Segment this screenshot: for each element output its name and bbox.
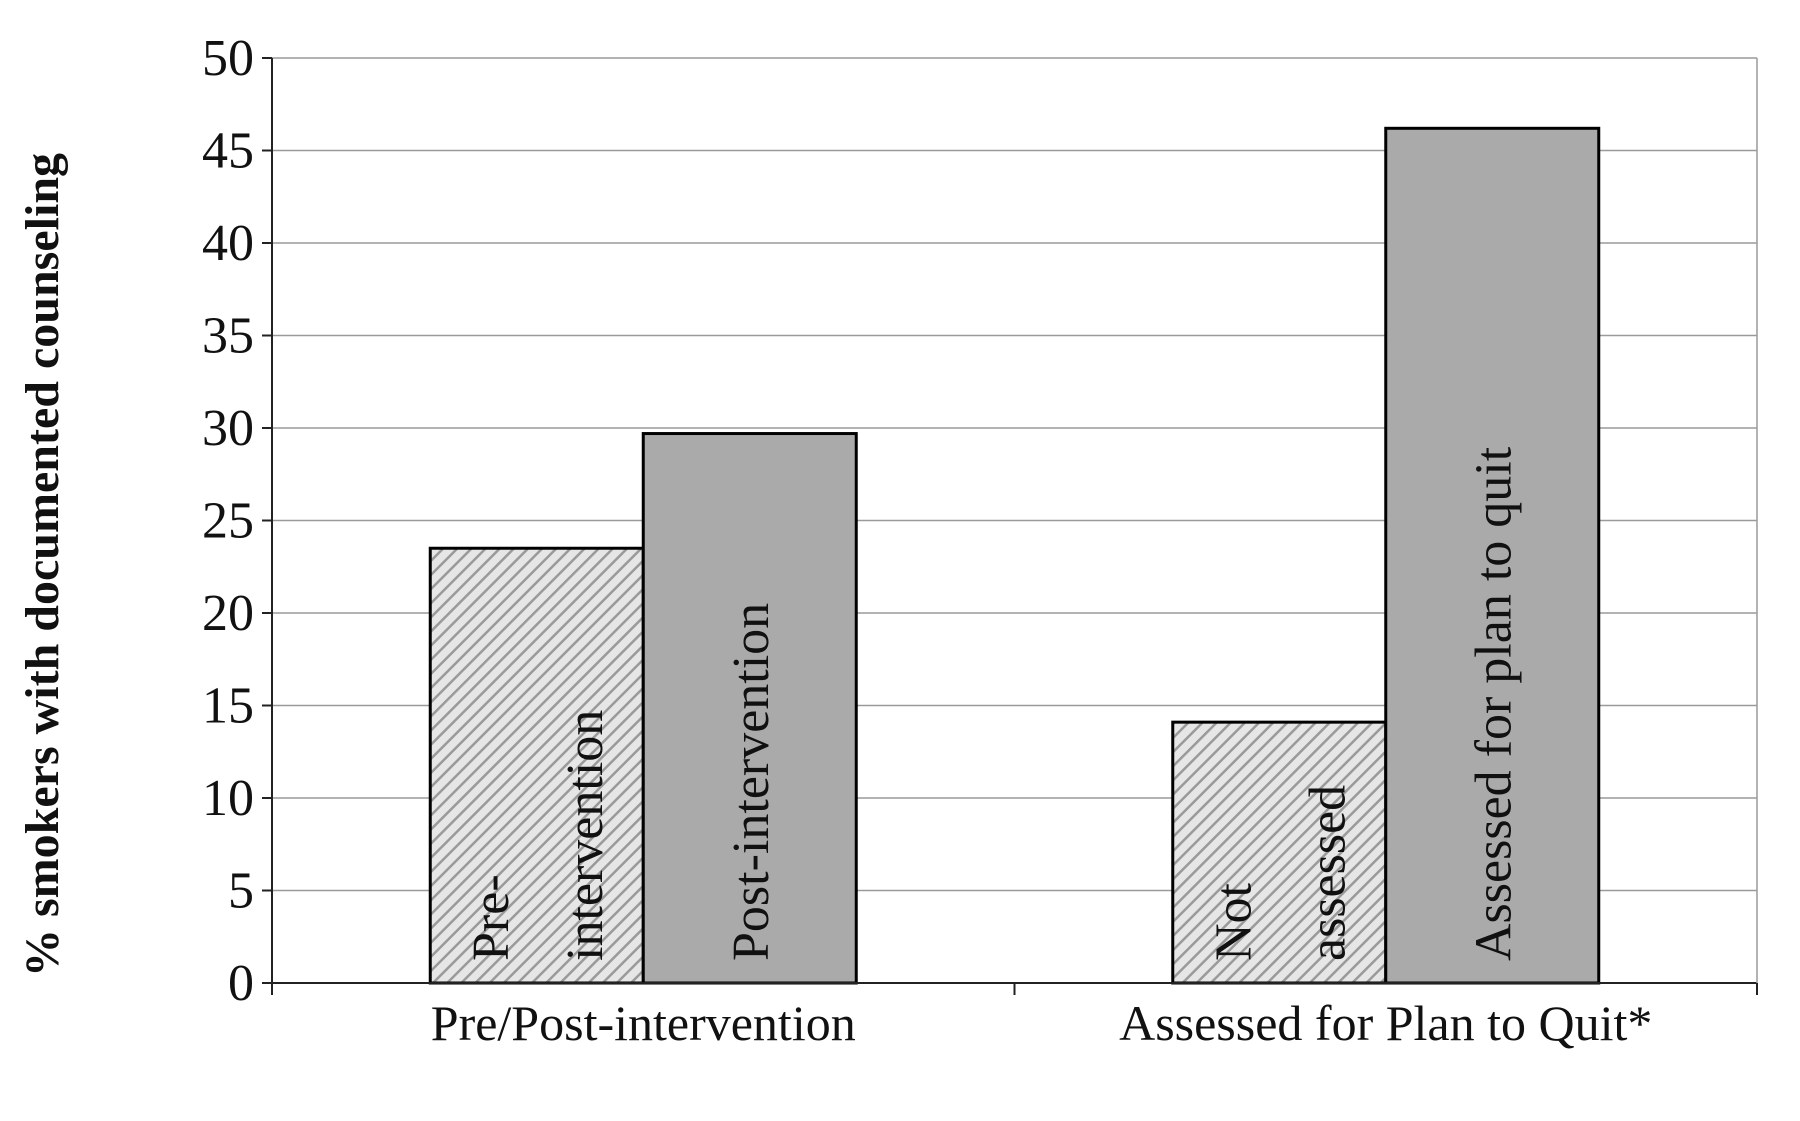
y-tick-labels: 0 5 10 15 20 25 30 35 40 45 50 — [202, 30, 254, 1012]
bar-label: intervention — [557, 710, 614, 961]
y-tick-label: 20 — [202, 585, 254, 642]
category-label: Assessed for Plan to Quit* — [1119, 995, 1652, 1051]
bar-label: Not — [1205, 882, 1262, 961]
bar — [1171, 720, 1388, 985]
bar-label: Post-intervention — [723, 603, 780, 961]
bar-label: Pre- — [463, 874, 520, 961]
y-tick-label: 25 — [202, 493, 254, 550]
axes — [271, 58, 1758, 995]
bar — [641, 432, 858, 985]
bar-label: Assessed for plan to quit — [1465, 446, 1522, 961]
y-tick-label: 10 — [202, 770, 254, 827]
bar — [1384, 126, 1601, 985]
bar-labels: Pre-intervention Post-intervention Not asse… — [463, 446, 1523, 961]
y-axis-label: % smokers with documented counseling — [16, 153, 69, 977]
y-tick-label: 5 — [228, 863, 254, 920]
category-label: Pre/Post-intervention — [431, 995, 856, 1051]
bar-label: assessed — [1299, 785, 1356, 961]
category-labels: Pre/Post-intervention Assessed for Plan t… — [431, 995, 1653, 1051]
y-tick-label: 15 — [202, 678, 254, 735]
y-tick-label: 40 — [202, 215, 254, 272]
bars — [428, 126, 1601, 985]
y-tick-label: 0 — [228, 955, 254, 1012]
y-tick-label: 30 — [202, 400, 254, 457]
y-tick-label: 50 — [202, 30, 254, 87]
y-tick-label: 45 — [202, 123, 254, 180]
y-tick-label: 35 — [202, 308, 254, 365]
